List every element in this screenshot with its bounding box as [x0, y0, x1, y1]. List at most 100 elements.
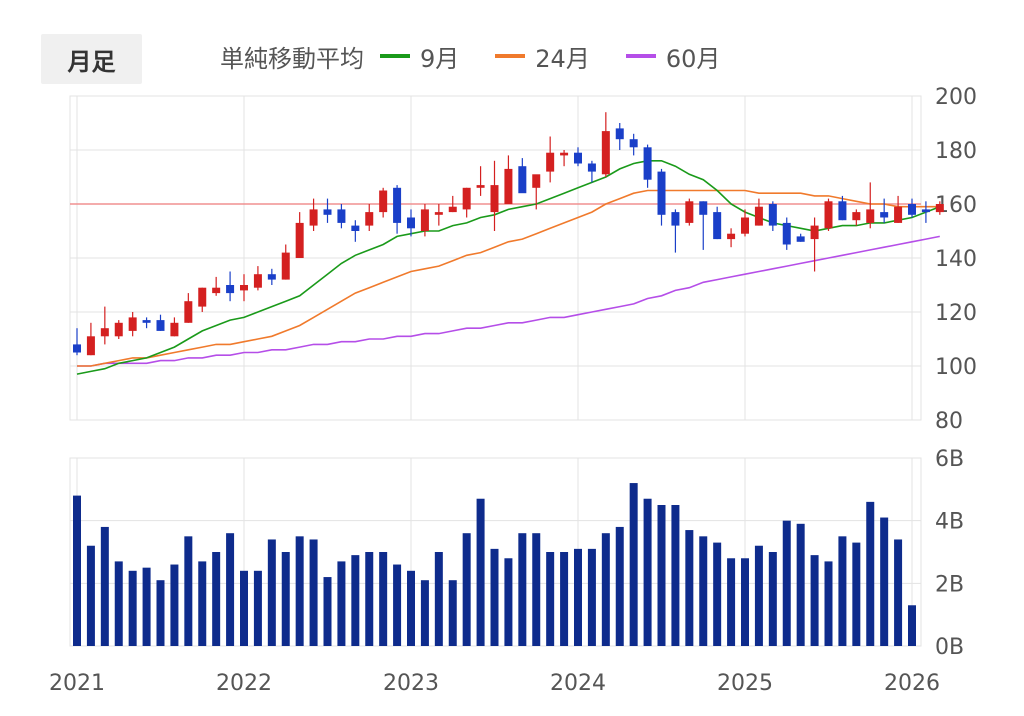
candle-body: [629, 139, 638, 148]
candle: [295, 212, 304, 258]
volume-bar: [643, 498, 652, 646]
volume-bar: [615, 526, 624, 646]
volume-bar: [908, 605, 916, 646]
volume-bar: [281, 552, 290, 646]
candle-body: [574, 152, 582, 164]
candle-body: [727, 233, 736, 240]
candle-body: [365, 212, 374, 226]
candle: [267, 268, 276, 285]
candle: [323, 198, 332, 223]
candle: [504, 155, 513, 204]
candle-body: [643, 147, 652, 180]
candle-body: [226, 285, 235, 294]
volume-bar: [198, 561, 207, 646]
legend-label-ma9: 9月: [420, 44, 460, 73]
x-tick-label: 2024: [550, 671, 606, 696]
candle-body: [504, 168, 513, 204]
candle-body: [379, 190, 388, 213]
period-label: 月足: [67, 47, 116, 76]
legend-swatch-ma60: [625, 54, 656, 58]
candle-body: [741, 217, 749, 234]
candle: [420, 204, 429, 237]
volume-bar: [782, 520, 791, 646]
volume-bar: [240, 570, 248, 646]
candle: [462, 187, 471, 218]
candle: [73, 328, 81, 356]
volume-bar: [462, 533, 471, 646]
volume-bar: [476, 498, 485, 646]
volume-bar: [142, 567, 151, 646]
price-y-tick-label: 120: [935, 301, 977, 326]
volume-bar: [657, 505, 666, 646]
candle-body: [671, 212, 680, 226]
candle-body: [393, 187, 402, 223]
candle-body: [337, 209, 346, 223]
price-y-tick-label: 180: [935, 139, 977, 164]
candle: [852, 209, 861, 226]
volume-y-tick-label: 4B: [935, 510, 964, 535]
candle-body: [866, 209, 875, 223]
candle-body: [518, 166, 527, 194]
legend-item-ma9: 9月: [380, 39, 459, 74]
volume-bar: [434, 552, 443, 646]
candle-body: [713, 212, 722, 240]
volume-bar: [504, 558, 513, 646]
candle-body: [601, 131, 610, 175]
volume-bar: [574, 548, 582, 646]
candle: [782, 217, 791, 250]
volume-bar: [212, 552, 221, 646]
candle: [128, 312, 137, 337]
volume-bar: [629, 483, 638, 646]
legend-label-ma24: 24月: [535, 44, 590, 73]
candle-body: [560, 152, 569, 156]
volume-bar: [894, 539, 903, 646]
volume-y-tick-label: 2B: [935, 572, 964, 597]
candle: [615, 123, 624, 150]
candle: [379, 187, 388, 218]
candle: [490, 160, 499, 231]
candle-body: [852, 212, 861, 221]
candle-body: [908, 204, 916, 215]
candle: [754, 198, 763, 226]
volume-bar: [685, 530, 694, 646]
candle: [546, 136, 555, 183]
volume-bar: [309, 539, 318, 646]
candle-body: [462, 187, 471, 210]
candle: [908, 198, 916, 218]
candle: [434, 204, 443, 226]
period-selector-monthly[interactable]: 月足: [41, 34, 142, 84]
candle: [86, 322, 95, 356]
candle-body: [267, 274, 276, 280]
volume-bar: [518, 533, 527, 646]
candle-body: [824, 201, 833, 229]
candle: [574, 147, 582, 167]
volume-y-tick-label: 0B: [935, 635, 964, 660]
candle: [560, 150, 569, 167]
volume-bar: [226, 533, 235, 646]
volume-bar: [768, 552, 777, 646]
candle-body: [281, 252, 290, 280]
candle: [601, 112, 610, 177]
volume-bar: [337, 561, 346, 646]
volume-bar: [852, 542, 861, 646]
volume-bar: [420, 580, 429, 646]
volume-bar: [838, 536, 847, 646]
candle: [866, 182, 875, 229]
candle-body: [212, 287, 221, 294]
volume-bar: [490, 548, 499, 646]
volume-bar: [100, 526, 109, 646]
candle: [184, 293, 193, 323]
candle-body: [935, 204, 944, 213]
candle: [226, 271, 235, 302]
volume-bar: [365, 552, 374, 646]
volume-bar: [170, 564, 179, 646]
volume-y-tick-label: 6B: [935, 447, 964, 472]
candle-body: [156, 320, 165, 331]
volume-bar: [128, 570, 137, 646]
candle: [240, 274, 248, 302]
volume-bar: [351, 555, 360, 646]
candle: [100, 306, 109, 345]
candle: [685, 198, 694, 226]
candle: [518, 158, 527, 194]
volume-bar: [253, 570, 262, 646]
